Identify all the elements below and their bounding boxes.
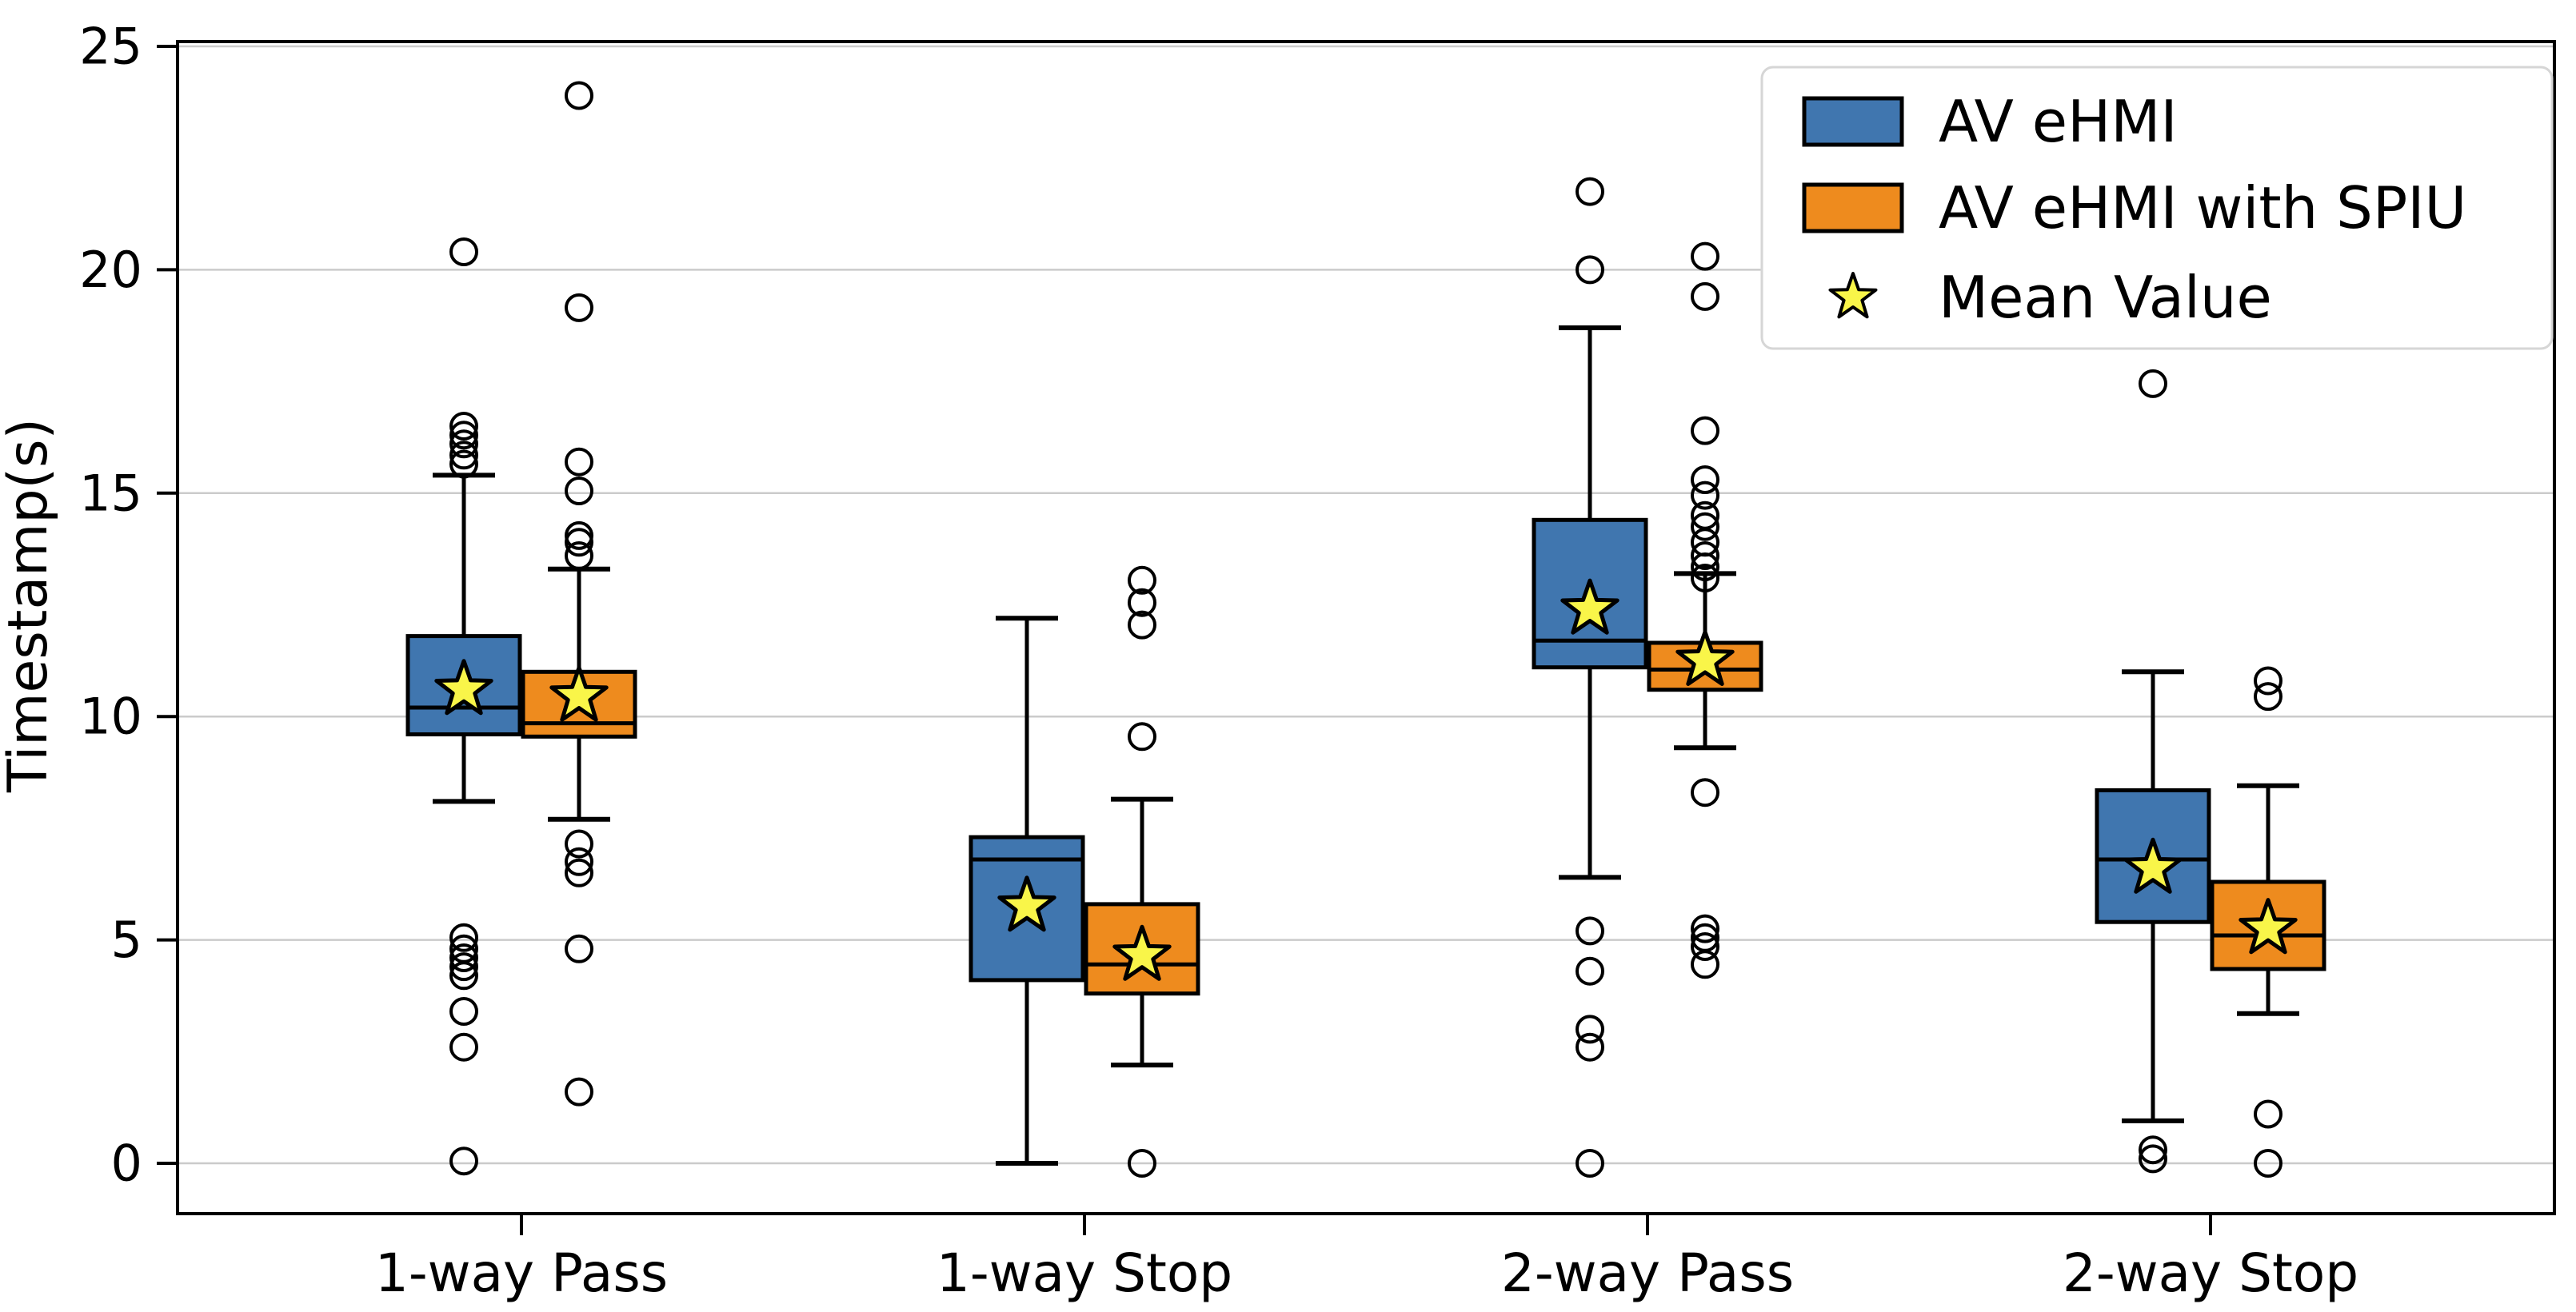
outlier-point bbox=[1576, 956, 1604, 986]
outlier-point bbox=[1691, 564, 1719, 592]
legend-mean-star-icon bbox=[1828, 272, 1878, 319]
outlier-point bbox=[1691, 914, 1719, 943]
box-group-2-way-pass bbox=[1532, 177, 1648, 1178]
mean-star-marker bbox=[2123, 837, 2183, 894]
outlier-point bbox=[449, 952, 478, 982]
outlier-point bbox=[449, 412, 478, 441]
outlier-point bbox=[565, 847, 593, 876]
outlier-point bbox=[565, 81, 593, 110]
outlier-point bbox=[2139, 1144, 2167, 1174]
outlier-point bbox=[1691, 541, 1719, 570]
outlier-point bbox=[565, 541, 593, 570]
box-group-1-way-pass bbox=[521, 81, 637, 1107]
outlier-point bbox=[565, 447, 593, 477]
mean-star-marker bbox=[1112, 924, 1172, 981]
outlier-point bbox=[449, 237, 478, 266]
outlier-point bbox=[1691, 241, 1719, 271]
series-av-ehmi-spiu bbox=[521, 81, 2326, 1178]
x-tick-label: 1-way Stop bbox=[937, 1242, 1232, 1304]
outlier-point bbox=[2254, 1099, 2282, 1129]
y-axis-ticks: 0 5 10 15 20 25 bbox=[79, 18, 178, 1193]
outlier-point bbox=[565, 528, 593, 557]
outlier-point bbox=[1576, 1149, 1604, 1178]
outlier-point bbox=[449, 943, 478, 972]
mean-star-marker bbox=[1560, 578, 1619, 635]
outlier-point bbox=[449, 441, 478, 470]
legend-frame bbox=[1760, 66, 2554, 350]
outlier-point bbox=[449, 429, 478, 459]
outlier-point bbox=[1691, 932, 1719, 961]
outlier-point bbox=[1691, 416, 1719, 445]
mean-markers bbox=[434, 578, 2298, 981]
box-group-2-way-stop bbox=[2095, 369, 2211, 1174]
outlier-point bbox=[1576, 1032, 1604, 1062]
outlier-point bbox=[1576, 1015, 1604, 1044]
y-tick-label: 5 bbox=[111, 911, 142, 969]
y-tick-label: 10 bbox=[79, 688, 142, 746]
y-axis-title: Timestamp(s) bbox=[0, 418, 60, 793]
legend: AV eHMI AV eHMI with SPIU Mean Value bbox=[1760, 66, 2554, 350]
outlier-point bbox=[1128, 1149, 1156, 1178]
legend-label-av-ehmi-spiu: AV eHMI with SPIU bbox=[1939, 174, 2466, 241]
outlier-point bbox=[1691, 481, 1719, 510]
outlier-point bbox=[2254, 666, 2282, 696]
legend-label-av-ehmi: AV eHMI bbox=[1939, 88, 2178, 155]
outlier-point bbox=[1576, 177, 1604, 206]
outlier-point bbox=[1128, 722, 1156, 752]
outlier-point bbox=[1128, 565, 1156, 595]
mean-star-marker bbox=[549, 665, 609, 722]
outlier-point bbox=[1691, 950, 1719, 979]
outlier-point bbox=[449, 449, 478, 479]
x-tick-label: 2-way Pass bbox=[1501, 1242, 1794, 1304]
outlier-point bbox=[2139, 369, 2167, 398]
mean-star-marker bbox=[1675, 629, 1735, 686]
outlier-point bbox=[1691, 512, 1719, 541]
outlier-point bbox=[1128, 588, 1156, 617]
mean-star-marker bbox=[2239, 898, 2298, 955]
box-group-2-way-pass bbox=[1647, 241, 1763, 979]
legend-swatch-av-ehmi-spiu bbox=[1802, 182, 1904, 233]
outlier-point bbox=[449, 1032, 478, 1062]
mean-star-marker bbox=[434, 659, 493, 716]
outlier-point bbox=[1691, 281, 1719, 311]
box-group-1-way-stop bbox=[1084, 565, 1200, 1178]
outlier-point bbox=[565, 477, 593, 505]
outlier-point bbox=[565, 293, 593, 322]
outlier-point bbox=[2254, 682, 2282, 712]
outlier-point bbox=[1691, 778, 1719, 808]
outlier-point bbox=[565, 829, 593, 859]
outlier-point bbox=[1128, 610, 1156, 640]
y-tick-label: 15 bbox=[79, 464, 142, 522]
outlier-point bbox=[449, 923, 478, 952]
y-tick-label: 25 bbox=[79, 18, 142, 76]
outlier-point bbox=[1576, 255, 1604, 285]
y-tick-label: 20 bbox=[79, 241, 142, 299]
box-group-1-way-pass bbox=[405, 237, 522, 1176]
x-axis-ticks: 1-way Pass 1-way Stop 2-way Pass 2-way Stop bbox=[375, 1214, 2358, 1304]
legend-label-mean: Mean Value bbox=[1939, 264, 2272, 331]
outlier-point bbox=[1691, 465, 1719, 494]
outlier-point bbox=[565, 1077, 593, 1107]
legend-swatch-av-ehmi bbox=[1802, 96, 1904, 147]
outlier-point bbox=[449, 1147, 478, 1176]
plot-border bbox=[176, 40, 2556, 1215]
outlier-point bbox=[2254, 1149, 2282, 1178]
mean-star-marker bbox=[997, 875, 1056, 932]
outlier-point bbox=[2139, 1135, 2167, 1165]
x-tick-label: 1-way Pass bbox=[375, 1242, 668, 1304]
x-tick-label: 2-way Stop bbox=[2063, 1242, 2358, 1304]
y-tick-label: 0 bbox=[111, 1135, 142, 1193]
outlier-point bbox=[449, 997, 478, 1026]
outlier-point bbox=[565, 934, 593, 963]
outlier-point bbox=[1691, 552, 1719, 581]
outlier-point bbox=[565, 858, 593, 887]
outlier-point bbox=[1576, 916, 1604, 946]
outlier-point bbox=[449, 961, 478, 991]
outlier-point bbox=[449, 421, 478, 450]
box-group-2-way-stop bbox=[2210, 666, 2326, 1178]
outlier-point bbox=[565, 520, 593, 550]
